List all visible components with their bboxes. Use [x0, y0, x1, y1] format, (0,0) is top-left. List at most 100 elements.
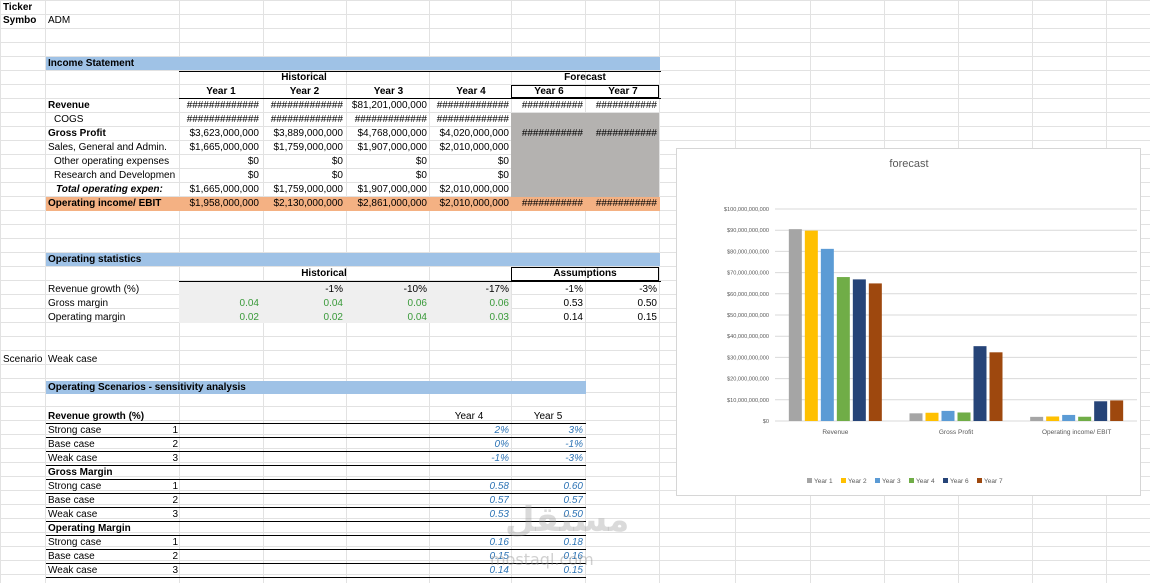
stats-cell[interactable]: 0.06 [407, 298, 427, 309]
sens-year5-value[interactable]: 3% [568, 425, 583, 436]
sens-year4-value[interactable]: 0% [494, 439, 509, 450]
income-cell[interactable]: $1,759,000,000 [273, 184, 343, 195]
income-cell[interactable]: $0 [247, 170, 259, 181]
chart-legend-swatch [977, 478, 982, 483]
income-cell[interactable]: $81,201,000,000 [351, 100, 427, 111]
stats-cell[interactable]: 0.14 [563, 312, 583, 323]
income-cell[interactable]: $1,907,000,000 [357, 142, 427, 153]
income-cell[interactable]: ############# [270, 100, 343, 111]
income-cell[interactable]: $0 [331, 156, 343, 167]
sens-row-underline [46, 577, 586, 578]
sens-group-underline [46, 535, 586, 536]
sens-case-label: Base case [48, 439, 95, 450]
forecast-years-box [511, 85, 659, 98]
income-cell[interactable]: ############# [186, 114, 259, 125]
chart-bar [1046, 416, 1060, 421]
income-cell[interactable]: ############# [354, 114, 427, 125]
sens-year4-value[interactable]: 0.58 [489, 481, 509, 492]
income-cell[interactable]: $1,907,000,000 [357, 184, 427, 195]
chart-category-label: Revenue [822, 429, 848, 436]
stats-cell[interactable]: 0.02 [323, 312, 343, 323]
sens-year4-value[interactable]: 0.15 [489, 551, 509, 562]
income-cell[interactable]: ############# [186, 100, 259, 111]
sens-year4-value[interactable]: 0.14 [489, 565, 509, 576]
stats-row-label: Revenue growth (%) [48, 284, 140, 295]
income-cell[interactable]: $0 [247, 156, 259, 167]
chart-ytick-label: $70,000,000,000 [727, 271, 769, 277]
sens-year5-value[interactable]: 0.60 [563, 481, 583, 492]
stats-cell[interactable]: -3% [639, 284, 657, 295]
income-cell[interactable]: $2,861,000,000 [357, 198, 427, 209]
sens-year4-header: Year 4 [454, 411, 484, 422]
income-cell[interactable]: $0 [331, 170, 343, 181]
chart-ytick-label: $20,000,000,000 [727, 377, 769, 383]
income-cell[interactable]: ########### [595, 198, 657, 209]
sens-year4-value[interactable]: -1% [491, 453, 509, 464]
ticker-label: Ticker [3, 2, 33, 13]
income-cell[interactable]: ########### [595, 100, 657, 111]
income-cell[interactable]: $4,020,000,000 [439, 128, 509, 139]
income-cell[interactable]: $3,623,000,000 [189, 128, 259, 139]
sens-group-underline [46, 479, 586, 480]
income-cell[interactable]: ########### [521, 100, 583, 111]
stats-cell[interactable]: 0.06 [489, 298, 509, 309]
stats-cell[interactable]: 0.15 [637, 312, 657, 323]
income-cell[interactable]: ############# [436, 114, 509, 125]
income-cell[interactable]: $0 [497, 156, 509, 167]
operating-statistics-header: Operating statistics [46, 253, 660, 266]
income-cell[interactable]: $1,665,000,000 [189, 184, 259, 195]
scenario-value[interactable]: Weak case [48, 354, 98, 365]
stats-cell[interactable]: 0.02 [239, 312, 259, 323]
stats-cell[interactable]: -1% [565, 284, 583, 295]
income-cell[interactable]: ########### [521, 128, 583, 139]
sens-row-underline [46, 521, 586, 522]
income-cell[interactable]: $1,958,000,000 [189, 198, 259, 209]
chart-legend-swatch [943, 478, 948, 483]
stats-cell[interactable]: 0.03 [489, 312, 509, 323]
sens-year4-value[interactable]: 0.57 [489, 495, 509, 506]
income-cell[interactable]: $2,010,000,000 [439, 184, 509, 195]
sens-group-title: Operating Margin [48, 523, 131, 534]
chart-bar [820, 248, 834, 421]
stats-cell[interactable]: 0.04 [407, 312, 427, 323]
sens-row-underline [46, 451, 586, 452]
sens-year5-value[interactable]: -3% [565, 453, 583, 464]
income-cell[interactable]: $2,010,000,000 [439, 142, 509, 153]
income-cell[interactable]: ########### [521, 198, 583, 209]
sens-year5-value[interactable]: 0.57 [563, 495, 583, 506]
income-cell[interactable]: ############# [270, 114, 343, 125]
year-header-4: Year 4 [456, 86, 486, 97]
income-cell[interactable]: $4,768,000,000 [357, 128, 427, 139]
sens-year4-value[interactable]: 0.53 [489, 509, 509, 520]
income-cell[interactable]: ########### [595, 128, 657, 139]
income-cell[interactable]: $3,889,000,000 [273, 128, 343, 139]
stats-cell[interactable]: -17% [485, 284, 509, 295]
income-cell[interactable]: ############# [436, 100, 509, 111]
stats-cell[interactable]: 0.50 [637, 298, 657, 309]
income-cell[interactable]: $0 [415, 170, 427, 181]
sens-year5-value[interactable]: 0.50 [563, 509, 583, 520]
income-cell[interactable]: $1,665,000,000 [189, 142, 259, 153]
sens-case-number: 1 [172, 537, 178, 548]
sens-year5-value[interactable]: 0.16 [563, 551, 583, 562]
sens-year5-value[interactable]: 0.15 [563, 565, 583, 576]
income-row-label: Sales, General and Admin. [48, 142, 167, 153]
sens-year5-value[interactable]: 0.18 [563, 537, 583, 548]
stats-cell[interactable]: -10% [403, 284, 427, 295]
sens-year4-value[interactable]: 2% [494, 425, 509, 436]
income-cell[interactable]: $0 [497, 170, 509, 181]
stats-cell[interactable]: 0.04 [323, 298, 343, 309]
ticker-value[interactable]: ADM [48, 15, 71, 26]
forecast-chart[interactable]: forecast $0 $10,000,000,000 $20,000,000,000… [676, 148, 1141, 496]
income-cell[interactable]: $2,010,000,000 [439, 198, 509, 209]
sens-year4-value[interactable]: 0.16 [489, 537, 509, 548]
income-cell[interactable]: $0 [415, 156, 427, 167]
income-cell[interactable]: $1,759,000,000 [273, 142, 343, 153]
stats-cell[interactable]: 0.53 [563, 298, 583, 309]
sens-row-underline [46, 493, 586, 494]
income-cell[interactable]: $2,130,000,000 [273, 198, 343, 209]
stats-cell[interactable]: 0.04 [239, 298, 259, 309]
chart-ytick-label: $10,000,000,000 [727, 398, 769, 404]
stats-cell[interactable]: -1% [325, 284, 343, 295]
sens-year5-value[interactable]: -1% [565, 439, 583, 450]
